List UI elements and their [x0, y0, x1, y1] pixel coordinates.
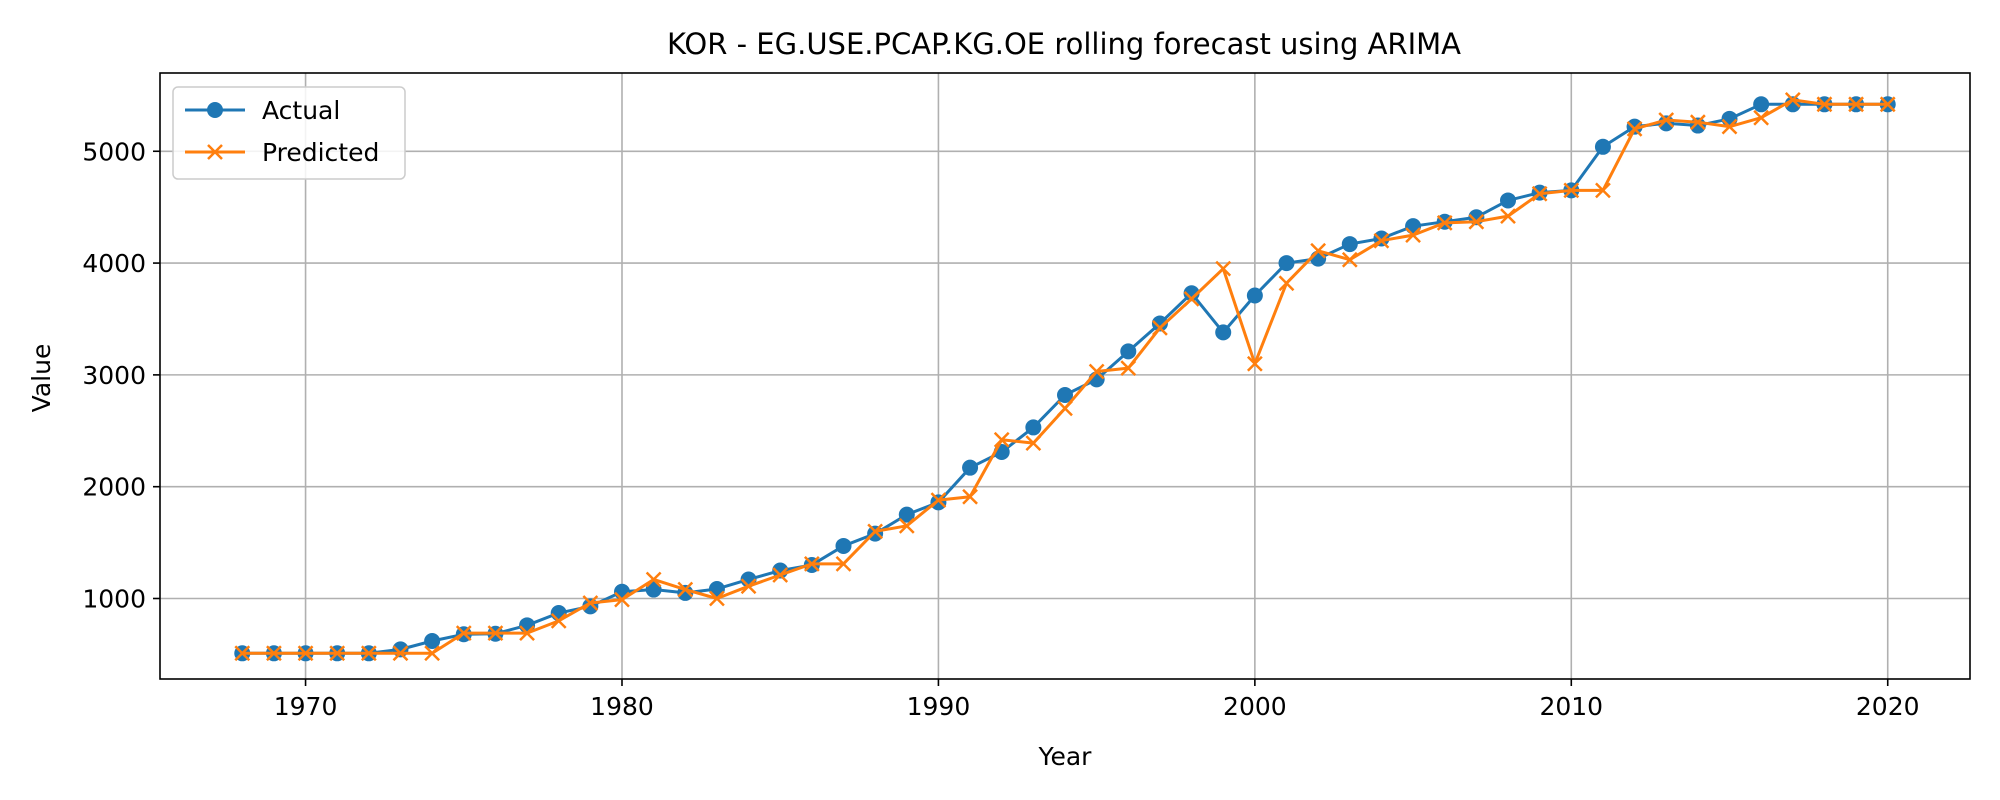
ticks: 1970 1980 1990 2000 2010 2020 1000 2000 3000 4000… [82, 137, 1919, 721]
data-point-predicted [266, 645, 282, 662]
data-point-actual [645, 581, 662, 598]
data-point-predicted [962, 488, 978, 505]
data-point-actual [424, 632, 441, 649]
data-point-actual [1215, 324, 1232, 341]
data-point-predicted [1088, 363, 1105, 380]
data-point-predicted [898, 517, 915, 534]
data-point-predicted [487, 625, 504, 642]
x-tick-label: 2000 [1223, 692, 1287, 721]
legend-marker-actual [207, 102, 223, 118]
data-point-predicted [1215, 260, 1232, 277]
data-point-predicted [1658, 112, 1675, 128]
data-point-actual [1689, 117, 1706, 134]
data-point-actual [1753, 96, 1770, 113]
data-point-predicted [1626, 121, 1643, 137]
x-tick-label: 1970 [274, 692, 338, 721]
data-point-predicted [424, 645, 441, 662]
data-point-predicted [1341, 251, 1358, 268]
data-point-predicted [582, 595, 599, 611]
data-point-actual [1057, 387, 1073, 404]
data-point-predicted [1436, 214, 1453, 231]
data-point-actual [930, 494, 947, 511]
x-tick-label: 1980 [590, 692, 654, 721]
data-point-predicted [993, 431, 1010, 448]
data-point-predicted [519, 625, 535, 642]
plot-frame [159, 72, 1971, 680]
data-point-predicted [297, 645, 314, 662]
data-point-predicted [392, 645, 409, 662]
data-point-actual [1594, 138, 1611, 155]
data-point-predicted [1246, 355, 1263, 372]
data-point-predicted [772, 567, 789, 583]
legend-marker-predicted [207, 144, 223, 160]
data-point-predicted [867, 523, 884, 540]
data-point-predicted [1563, 182, 1580, 199]
x-tick-label: 2010 [1539, 692, 1603, 721]
data-point-predicted [1310, 242, 1327, 259]
legend: Actual Predicted [172, 86, 406, 180]
data-point-predicted [835, 555, 852, 572]
data-point-actual [835, 537, 852, 554]
data-point-predicted [1152, 320, 1168, 336]
y-axis-label: Value [27, 344, 56, 413]
data-point-actual [1278, 255, 1295, 272]
data-point-predicted [803, 555, 820, 572]
data-point-actual [1341, 236, 1358, 253]
y-tick-label: 4000 [82, 249, 146, 278]
series-layer [234, 91, 1896, 662]
data-point-predicted [1689, 114, 1706, 131]
data-point-predicted [709, 590, 725, 607]
data-point-actual [898, 506, 915, 523]
legend-label-actual: Actual [262, 96, 340, 125]
chart-title: KOR - EG.USE.PCAP.KG.OE rolling forecast… [667, 27, 1461, 61]
data-point-predicted [1278, 275, 1295, 292]
data-point-predicted [1721, 118, 1738, 135]
data-point-predicted [455, 625, 472, 642]
data-point-predicted [1879, 96, 1896, 113]
data-point-actual [1626, 118, 1643, 135]
data-point-predicted [1405, 227, 1421, 244]
data-point-predicted [1753, 109, 1770, 126]
x-tick-label: 1990 [907, 692, 971, 721]
data-point-predicted [1784, 91, 1801, 108]
data-point-actual [1120, 343, 1137, 360]
y-tick-label: 5000 [82, 137, 146, 166]
data-point-predicted [1816, 96, 1833, 113]
data-point-actual [1658, 115, 1675, 132]
data-point-actual [1500, 192, 1517, 209]
y-tick-label: 2000 [82, 473, 146, 502]
data-point-predicted [1120, 360, 1137, 377]
data-point-predicted [1025, 435, 1042, 451]
data-point-predicted [740, 578, 757, 595]
data-point-predicted [1373, 232, 1390, 249]
data-point-predicted [1057, 400, 1073, 417]
x-axis-label: Year [1038, 742, 1093, 771]
data-point-predicted [360, 645, 377, 662]
data-point-predicted [329, 645, 346, 662]
y-tick-label: 1000 [82, 584, 146, 613]
data-point-actual [962, 459, 979, 476]
legend-label-predicted: Predicted [262, 138, 379, 167]
data-point-predicted [614, 591, 630, 608]
data-point-predicted [930, 492, 947, 508]
data-point-predicted [550, 612, 567, 629]
data-point-predicted [1595, 182, 1611, 199]
y-tick-label: 3000 [82, 361, 146, 390]
data-point-predicted [677, 581, 694, 598]
data-point-actual [1025, 419, 1042, 436]
data-point-predicted [645, 571, 662, 588]
data-point-predicted [234, 645, 251, 662]
data-point-predicted [1531, 185, 1548, 202]
data-point-predicted [1500, 208, 1516, 224]
data-point-predicted [1848, 96, 1864, 113]
data-point-actual [1246, 287, 1263, 304]
data-point-predicted [1183, 290, 1200, 307]
data-point-predicted [1468, 213, 1485, 230]
data-point-actual [1183, 285, 1200, 302]
data-point-actual [1151, 315, 1168, 332]
grid [160, 73, 1970, 679]
x-tick-label: 2020 [1856, 692, 1920, 721]
